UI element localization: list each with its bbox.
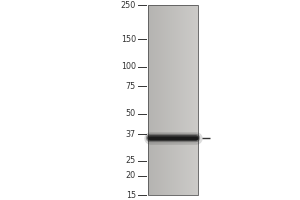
Text: 75: 75: [126, 82, 136, 91]
Text: 250: 250: [121, 0, 136, 9]
Bar: [148, 5, 198, 195]
Text: 37: 37: [126, 130, 136, 139]
Text: 15: 15: [126, 190, 136, 200]
Text: 20: 20: [126, 171, 136, 180]
Text: 150: 150: [121, 35, 136, 44]
Text: 25: 25: [126, 156, 136, 165]
Text: 100: 100: [121, 62, 136, 71]
Text: kDa: kDa: [118, 0, 136, 1]
Text: 50: 50: [126, 109, 136, 118]
